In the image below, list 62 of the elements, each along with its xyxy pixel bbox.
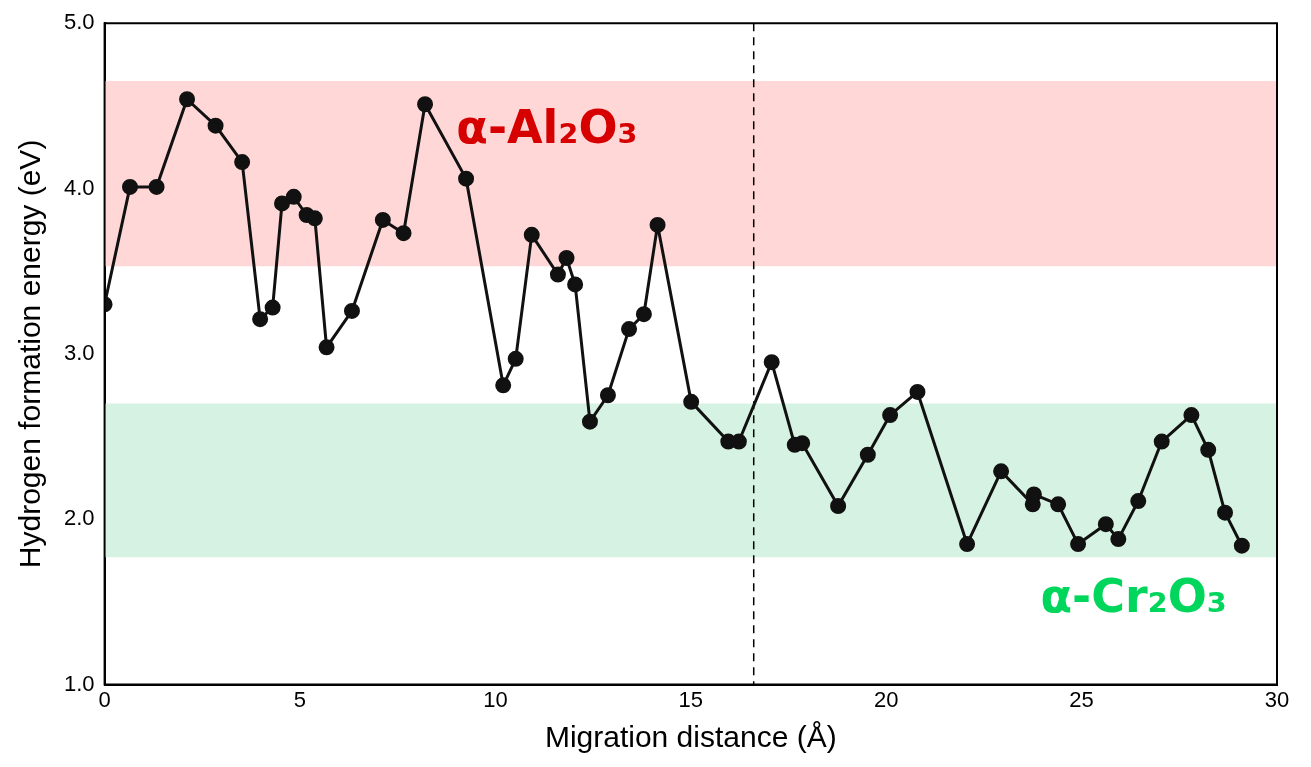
x-axis-title: Migration distance (Å)	[544, 720, 837, 754]
x-tick-label: 5	[293, 686, 307, 712]
point	[121, 178, 138, 195]
x-tick-label: 30	[1264, 686, 1290, 712]
point	[649, 216, 666, 233]
point	[959, 536, 976, 553]
point	[507, 350, 524, 367]
point	[599, 387, 616, 404]
point	[148, 178, 165, 195]
y-tick-label: 2.0	[63, 505, 95, 531]
point	[1025, 486, 1042, 503]
point	[567, 276, 584, 293]
point	[1200, 441, 1217, 458]
point	[1097, 516, 1114, 533]
y-tick-label: 5.0	[63, 9, 95, 35]
y-tick-label: 4.0	[63, 174, 95, 200]
point	[343, 302, 360, 319]
point	[234, 154, 251, 171]
point	[1050, 496, 1067, 513]
point	[1183, 407, 1200, 424]
point	[581, 413, 598, 430]
point	[318, 339, 335, 356]
point	[285, 188, 302, 205]
point	[882, 407, 899, 424]
point	[1233, 537, 1250, 554]
point	[274, 195, 291, 212]
x-tick-label: 20	[873, 686, 899, 712]
y-tick-label: 1.0	[63, 670, 95, 696]
point	[621, 321, 638, 338]
x-tick-label: 0	[98, 686, 111, 712]
point	[859, 446, 876, 463]
point	[763, 354, 780, 371]
band-label: α-Cr₂O₃	[1040, 569, 1227, 624]
point	[395, 225, 412, 242]
point	[207, 117, 224, 134]
y-tick-label: 3.0	[63, 339, 95, 365]
x-tick-label: 25	[1069, 686, 1094, 712]
point	[458, 170, 475, 187]
point	[1070, 536, 1087, 553]
point	[1153, 433, 1170, 450]
point	[417, 96, 434, 113]
point	[909, 383, 926, 400]
point	[1130, 493, 1147, 510]
point	[306, 210, 323, 227]
band-label: α-Al₂O₃	[456, 100, 638, 155]
point	[549, 266, 566, 283]
point	[635, 306, 652, 323]
point	[252, 311, 269, 328]
point	[495, 377, 512, 394]
point	[374, 211, 391, 228]
point	[1217, 504, 1234, 521]
x-tick-label: 15	[678, 686, 704, 712]
y-axis-title: Hydrogen formation energy (eV)	[13, 139, 47, 569]
point	[558, 250, 575, 266]
point	[264, 299, 281, 316]
point	[993, 463, 1010, 480]
point	[830, 498, 847, 515]
x-tick-label: 10	[483, 686, 508, 712]
point	[523, 226, 540, 243]
point	[683, 393, 700, 410]
point	[179, 91, 196, 108]
point	[1110, 531, 1127, 548]
